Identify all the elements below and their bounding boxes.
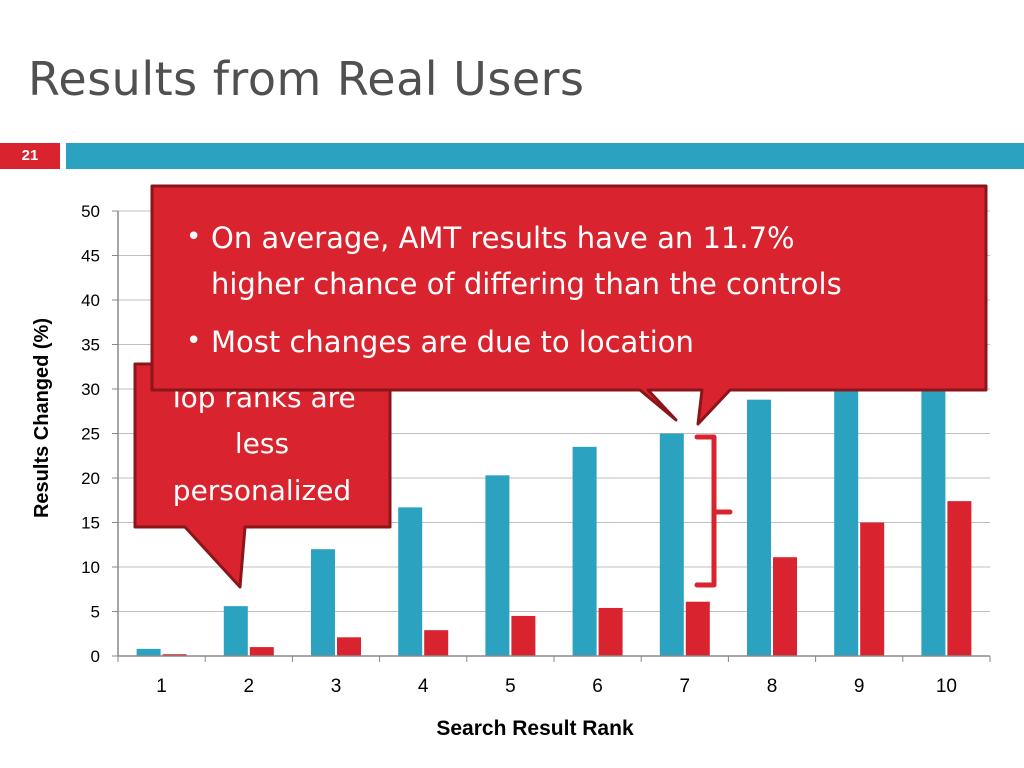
bar-series-blue-4	[398, 507, 423, 656]
bar-series-blue-1	[136, 648, 161, 656]
y-tick-label: 35	[81, 336, 100, 355]
bullet-dot-1: •	[186, 222, 201, 252]
y-axis-label: Results Changed (%)	[31, 318, 53, 518]
y-axis-ticks: 0 5 10 15 20 25 30 35 40 45 50	[81, 202, 118, 666]
bar-series-red-5	[511, 615, 536, 656]
x-tick-label: 8	[767, 676, 778, 697]
y-tick-label: 0	[91, 647, 100, 666]
bar-series-red-10	[947, 501, 972, 656]
x-tick-label: 6	[592, 676, 603, 697]
x-axis-label: Search Result Rank	[436, 717, 634, 740]
x-axis-ticks: 1 2 3 4 5 6 7 8 9 10	[117, 656, 991, 697]
x-tick-label: 3	[331, 676, 342, 697]
bar-series-blue-9	[834, 380, 859, 656]
bar-series-blue-6	[572, 446, 597, 656]
slide-number: 21	[0, 143, 60, 169]
bar-series-red-8	[773, 557, 797, 656]
callout-top-ranks: Top ranks are less personalized	[133, 362, 392, 589]
y-tick-label: 45	[81, 247, 100, 266]
y-tick-label: 50	[81, 202, 100, 221]
y-tick-label: 15	[81, 514, 100, 533]
chart-bars	[136, 380, 972, 656]
x-tick-label: 9	[854, 676, 865, 697]
x-tick-label: 4	[418, 676, 429, 697]
bar-series-red-6	[598, 607, 623, 656]
y-tick-label: 25	[81, 425, 100, 444]
bar-series-blue-10	[921, 380, 946, 656]
bar-series-blue-7	[659, 433, 684, 656]
title-underline-bar	[66, 143, 1024, 169]
x-tick-label: 1	[156, 676, 167, 697]
bar-series-red-7	[685, 601, 710, 656]
difference-bracket	[694, 434, 733, 588]
bar-series-red-3	[337, 637, 361, 656]
bar-series-red-2	[249, 647, 274, 656]
y-tick-label: 10	[81, 558, 100, 577]
bar-series-blue-8	[747, 399, 771, 656]
y-tick-label: 5	[91, 603, 100, 622]
y-tick-label: 40	[81, 291, 100, 310]
x-tick-label: 7	[680, 676, 691, 697]
bar-series-blue-3	[311, 549, 335, 656]
callout-bullet-1-line-2: higher chance of differing than the cont…	[211, 267, 842, 301]
bullet-dot-2: •	[186, 326, 201, 356]
slide-title: Results from Real Users	[28, 52, 585, 106]
x-tick-label: 5	[505, 676, 516, 697]
x-tick-label: 2	[244, 676, 255, 697]
callout-left-line-2: less	[235, 427, 289, 460]
bar-series-red-9	[860, 522, 885, 656]
callout-bullet-1-line-1: On average, AMT results have an 11.7%	[211, 221, 795, 255]
callout-left-line-3: personalized	[173, 474, 351, 507]
bar-series-red-4	[424, 630, 449, 656]
callout-main: • On average, AMT results have an 11.7% …	[150, 184, 988, 426]
bar-series-blue-2	[223, 606, 248, 656]
x-tick-label: 10	[936, 676, 957, 697]
y-tick-label: 20	[81, 469, 100, 488]
bar-series-red-1	[162, 654, 187, 656]
y-tick-label: 30	[81, 380, 100, 399]
callout-bullet-2: Most changes are due to location	[211, 325, 694, 359]
bar-series-blue-5	[485, 475, 510, 656]
